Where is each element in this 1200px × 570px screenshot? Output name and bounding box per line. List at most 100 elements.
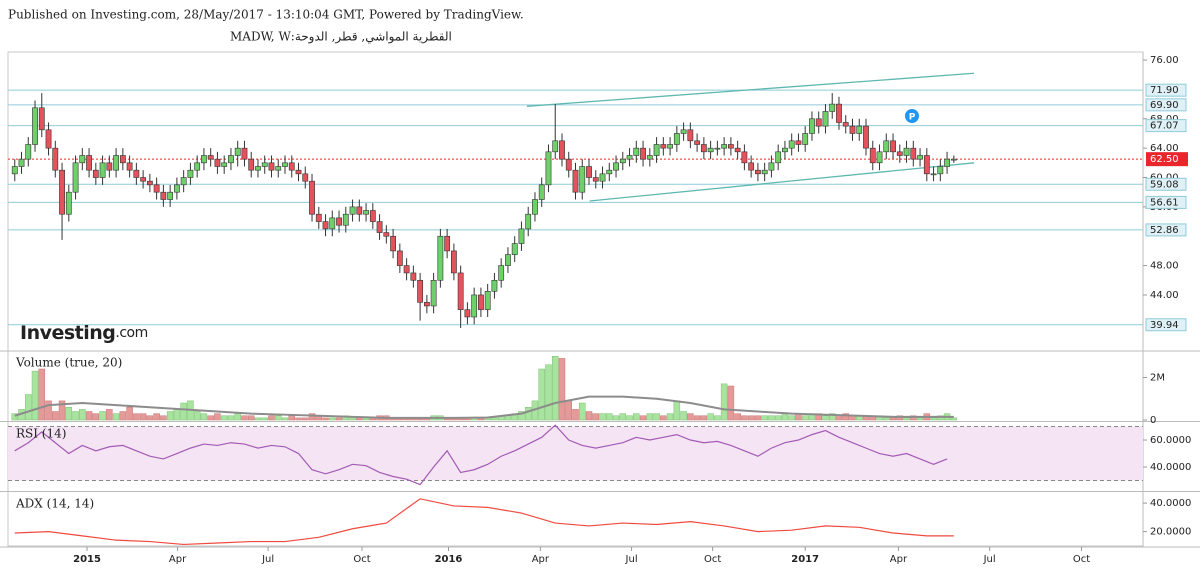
- candle-body: [11, 166, 18, 175]
- candle-body: [248, 158, 255, 171]
- candle-body: [748, 162, 755, 171]
- candle-body: [505, 254, 511, 266]
- volume-bar: [308, 413, 316, 421]
- candle-body: [336, 217, 342, 226]
- candle-body: [275, 166, 282, 171]
- volume-bar: [828, 413, 836, 421]
- candle-body: [552, 140, 559, 153]
- volume-bar: [214, 413, 221, 421]
- level-box: [1145, 177, 1187, 191]
- volume-bar: [227, 415, 235, 421]
- volume-bar: [31, 370, 39, 421]
- volume-bar: [166, 411, 174, 421]
- candle-body: [99, 162, 106, 178]
- volume-bar: [349, 417, 356, 421]
- published-note: Published on Investing.com, 28/May/2017 …: [8, 8, 524, 22]
- candle-body: [59, 169, 65, 215]
- volume-bar: [551, 356, 559, 421]
- pane-title: Volume (true, 20): [15, 356, 122, 370]
- last-price-label: 62.50: [1150, 154, 1179, 165]
- volume-bar: [329, 417, 336, 421]
- volume-bar: [606, 413, 613, 421]
- candle-body: [761, 169, 768, 175]
- candle-body: [903, 147, 910, 156]
- candle-body: [809, 118, 815, 134]
- volume-bar: [25, 394, 32, 421]
- volume-bar: [693, 415, 701, 421]
- trend-line: [526, 72, 975, 107]
- candle-body: [133, 169, 140, 178]
- candle-body: [782, 147, 788, 153]
- x-tick-label: Oct: [353, 554, 370, 565]
- volume-bar: [680, 411, 687, 421]
- volume-bar: [910, 415, 917, 421]
- y-tick-label: 2M: [1150, 373, 1165, 384]
- candle-body: [653, 144, 660, 156]
- candle-body: [876, 151, 883, 164]
- volume-bar: [11, 413, 19, 421]
- candle-body: [788, 140, 795, 149]
- volume-bar: [261, 417, 268, 421]
- candle-body: [890, 140, 896, 153]
- candle-body: [65, 191, 72, 215]
- volume-bar: [126, 407, 133, 421]
- candle-body: [694, 140, 701, 145]
- y-tick-label: 20.0000: [1150, 527, 1191, 538]
- candle-body: [396, 250, 403, 266]
- volume-bar: [322, 417, 329, 421]
- volume-bar: [254, 417, 262, 421]
- volume-bar: [92, 413, 100, 421]
- level-box: [1145, 223, 1187, 237]
- y-tick-label: 40.0000: [1150, 462, 1191, 473]
- rsi-band: [8, 426, 1143, 481]
- candle-body: [38, 107, 45, 131]
- volume-bar: [660, 415, 667, 421]
- candle-body: [146, 180, 153, 186]
- volume-bar: [72, 411, 79, 421]
- volume-bar: [700, 415, 708, 421]
- candle-body: [471, 294, 478, 318]
- candle-body: [917, 155, 923, 160]
- candle-body: [126, 162, 133, 171]
- candle-body: [680, 129, 687, 134]
- candle-body: [72, 162, 79, 193]
- volume-bar: [85, 411, 93, 421]
- level-box: [1145, 119, 1187, 133]
- x-tick-label: Apr: [169, 554, 187, 565]
- candle-body: [869, 147, 876, 164]
- candle-body: [18, 158, 25, 167]
- volume-bar: [241, 415, 248, 421]
- x-tick-label: 2015: [73, 554, 101, 565]
- volume-bar: [491, 417, 498, 421]
- trend-line: [589, 162, 975, 202]
- candle-body: [565, 158, 572, 171]
- x-tick-label: Apr: [532, 554, 550, 565]
- level-box: [1145, 195, 1187, 209]
- candle-body: [194, 162, 201, 171]
- volume-bar: [565, 400, 572, 421]
- candle-body: [633, 147, 640, 156]
- volume-bar: [889, 417, 897, 421]
- volume-bar: [133, 413, 140, 421]
- volume-bar: [950, 417, 958, 421]
- level-box: [1145, 318, 1187, 332]
- volume-bar: [930, 417, 937, 421]
- candle-body: [153, 184, 160, 193]
- candle-body: [106, 162, 113, 171]
- candle-body: [255, 166, 261, 171]
- candle-body: [842, 122, 849, 127]
- candle-body: [160, 191, 167, 200]
- level-label: 56.61: [1150, 197, 1179, 208]
- candle-body: [478, 294, 484, 310]
- candle-body: [430, 279, 437, 307]
- candle-body: [369, 210, 376, 222]
- volume-bar: [65, 407, 73, 421]
- x-tick-label: 2016: [435, 554, 463, 565]
- candle-body: [390, 235, 396, 252]
- volume-bar: [139, 413, 147, 421]
- candle-body: [403, 265, 410, 274]
- candle-body: [214, 158, 221, 167]
- last-price-box: [1146, 152, 1188, 167]
- candle-body: [450, 250, 457, 274]
- candle-body: [586, 166, 592, 178]
